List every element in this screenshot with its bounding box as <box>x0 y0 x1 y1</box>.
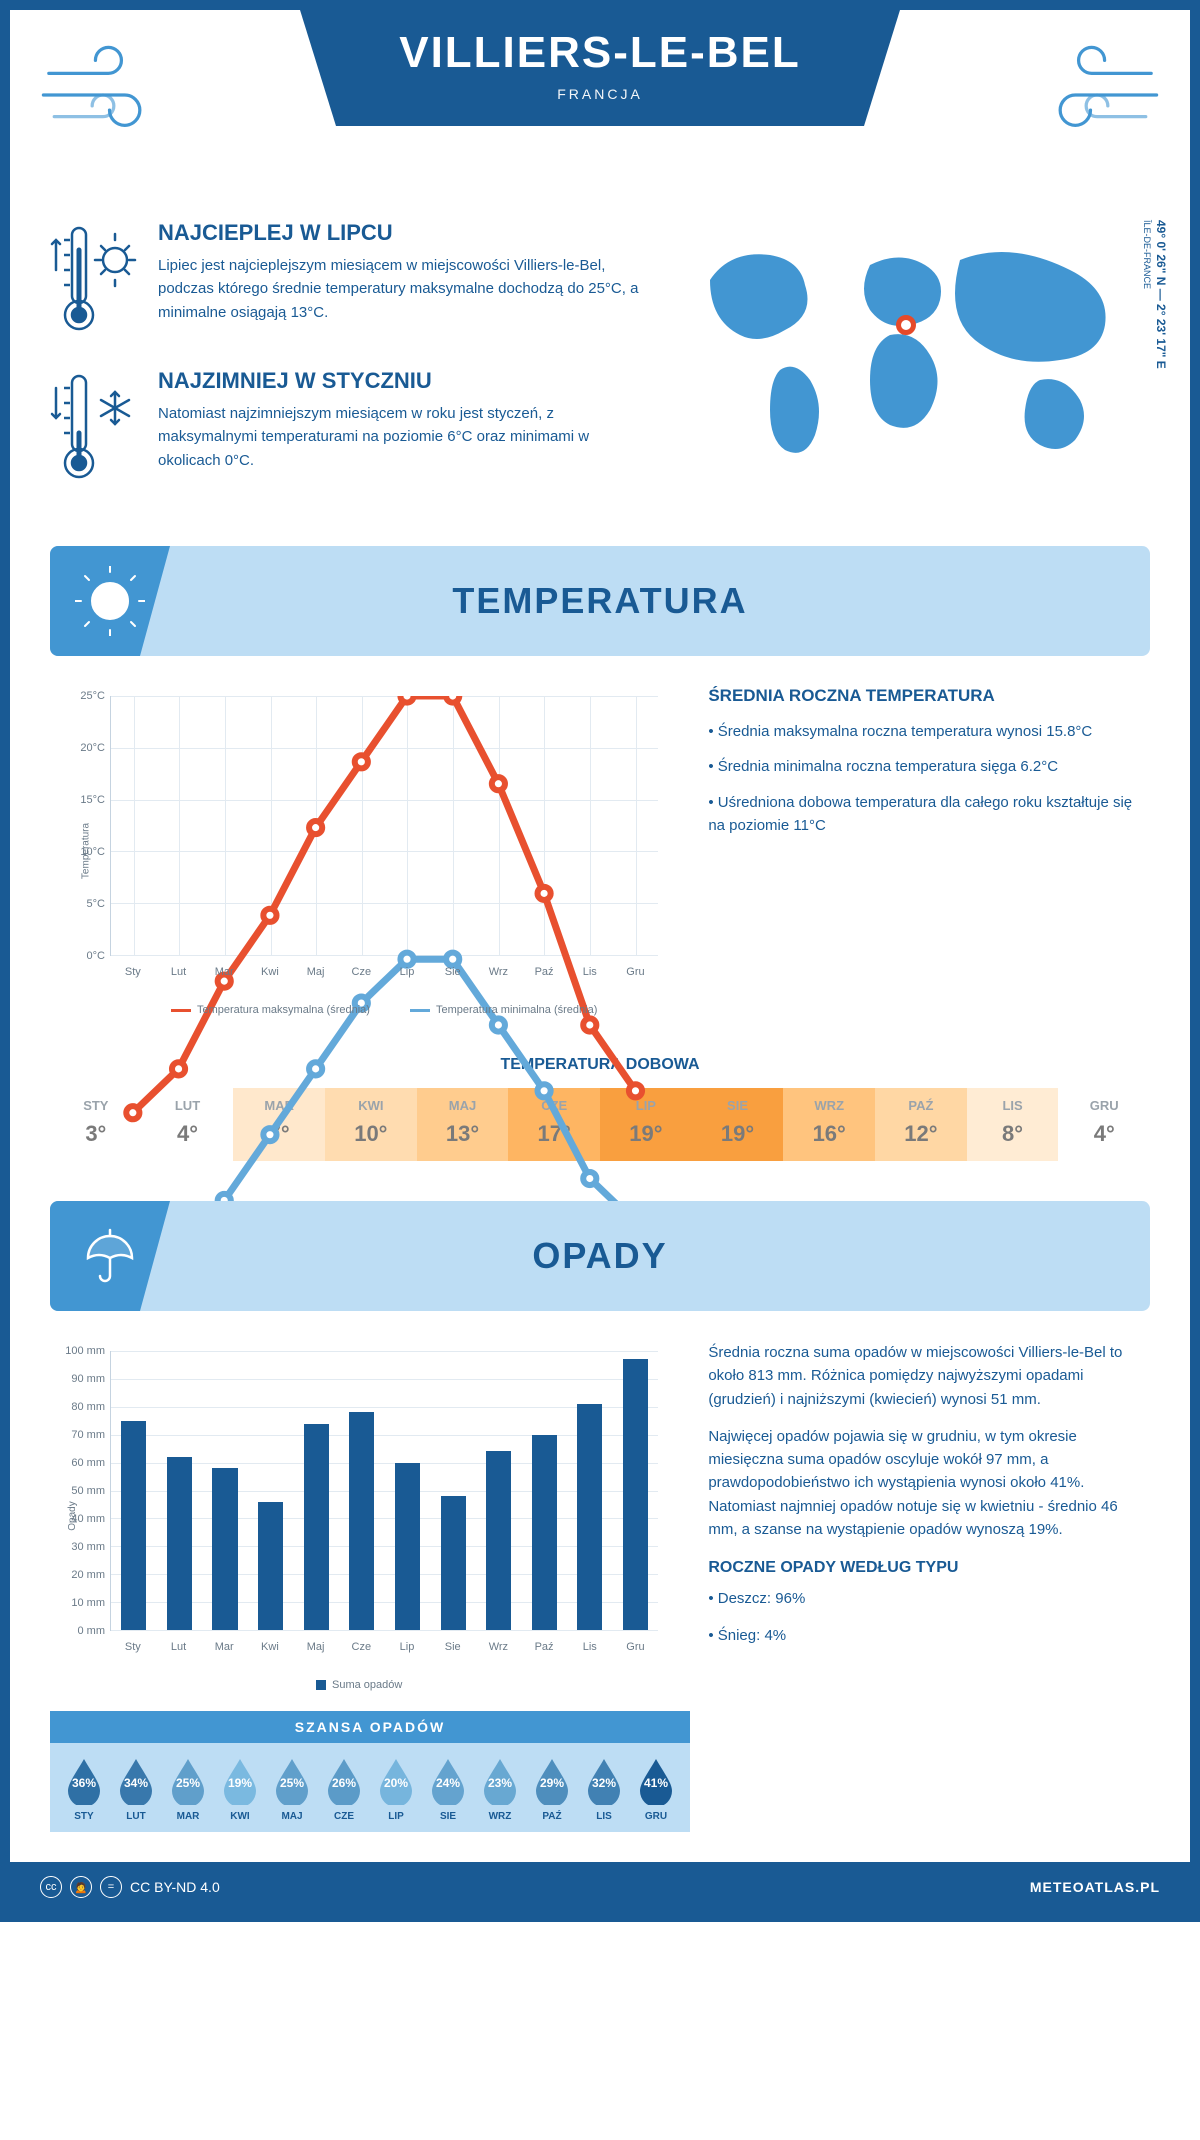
daily-cell: PAŹ12° <box>875 1088 967 1161</box>
world-map-svg <box>670 220 1150 480</box>
site-name: METEOATLAS.PL <box>1030 1879 1160 1895</box>
precip-bar-chart: Opady Suma opadów 0 mm10 mm20 mm30 mm40 … <box>50 1341 668 1691</box>
chance-drop: 41%GRU <box>630 1757 682 1822</box>
license: cc 🙍 = CC BY-ND 4.0 <box>40 1876 220 1898</box>
daily-cell: GRU4° <box>1058 1088 1150 1161</box>
temperature-info: ŚREDNIA ROCZNA TEMPERATURA • Średnia mak… <box>708 686 1150 1016</box>
coordinates: 49° 0' 26" N — 2° 23' 17" E ÎLE-DE-FRANC… <box>1140 220 1168 369</box>
thermometer-sun-icon <box>50 220 140 340</box>
daily-cell: SIE19° <box>692 1088 784 1161</box>
intro-section: NAJCIEPLEJ W LIPCU Lipiec jest najcieple… <box>10 220 1190 546</box>
country-subtitle: FRANCJA <box>330 86 870 102</box>
hottest-fact: NAJCIEPLEJ W LIPCU Lipiec jest najcieple… <box>50 220 640 340</box>
city-title: VILLIERS-LE-BEL <box>330 28 870 78</box>
coldest-title: NAJZIMNIEJ W STYCZNIU <box>158 368 640 394</box>
precip-title: OPADY <box>532 1235 667 1277</box>
precip-chance-box: SZANSA OPADÓW 36%STY34%LUT25%MAR19%KWI25… <box>50 1711 690 1832</box>
chance-drop: 36%STY <box>58 1757 110 1822</box>
world-map: 49° 0' 26" N — 2° 23' 17" E ÎLE-DE-FRANC… <box>670 220 1150 516</box>
temperature-banner: TEMPERATURA <box>50 546 1150 656</box>
chance-drop: 24%SIE <box>422 1757 474 1822</box>
temp-legend: Temperatura maksymalna (średnia) Tempera… <box>110 1004 658 1016</box>
header: VILLIERS-LE-BEL FRANCJA <box>10 10 1190 220</box>
chance-drop: 20%LIP <box>370 1757 422 1822</box>
chance-title: SZANSA OPADÓW <box>50 1711 690 1743</box>
footer: cc 🙍 = CC BY-ND 4.0 METEOATLAS.PL <box>10 1862 1190 1912</box>
chance-drop: 25%MAR <box>162 1757 214 1822</box>
temp-info-title: ŚREDNIA ROCZNA TEMPERATURA <box>708 686 1150 706</box>
title-banner: VILLIERS-LE-BEL FRANCJA <box>300 10 900 126</box>
wind-icon <box>38 40 168 150</box>
chance-drop: 29%PAŹ <box>526 1757 578 1822</box>
chance-drop: 25%MAJ <box>266 1757 318 1822</box>
precip-info: Średnia roczna suma opadów w miejscowośc… <box>708 1341 1150 1691</box>
daily-cell: WRZ16° <box>783 1088 875 1161</box>
cc-icon: cc <box>40 1876 62 1898</box>
temperature-line-chart: Temperatura Temperatura maksymalna (śred… <box>50 686 668 1016</box>
temperature-title: TEMPERATURA <box>452 580 747 622</box>
wind-icon <box>1032 40 1162 150</box>
nd-icon: = <box>100 1876 122 1898</box>
infographic-page: VILLIERS-LE-BEL FRANCJA <box>0 0 1200 1922</box>
precip-legend: Suma opadów <box>50 1679 668 1691</box>
daily-cell: LIS8° <box>967 1088 1059 1161</box>
chance-drop: 26%CZE <box>318 1757 370 1822</box>
hottest-title: NAJCIEPLEJ W LIPCU <box>158 220 640 246</box>
location-marker <box>896 315 916 335</box>
chance-drop: 23%WRZ <box>474 1757 526 1822</box>
precip-type-title: ROCZNE OPADY WEDŁUG TYPU <box>708 1559 1150 1577</box>
chance-drop: 32%LIS <box>578 1757 630 1822</box>
sun-icon <box>50 546 170 656</box>
by-icon: 🙍 <box>70 1876 92 1898</box>
precip-banner: OPADY <box>50 1201 1150 1311</box>
coldest-text: Natomiast najzimniejszym miesiącem w rok… <box>158 402 640 472</box>
hottest-text: Lipiec jest najcieplejszym miesiącem w m… <box>158 254 640 324</box>
chance-drop: 34%LUT <box>110 1757 162 1822</box>
umbrella-icon <box>50 1201 170 1311</box>
chance-drop: 19%KWI <box>214 1757 266 1822</box>
thermometer-snow-icon <box>50 368 140 488</box>
coldest-fact: NAJZIMNIEJ W STYCZNIU Natomiast najzimni… <box>50 368 640 488</box>
